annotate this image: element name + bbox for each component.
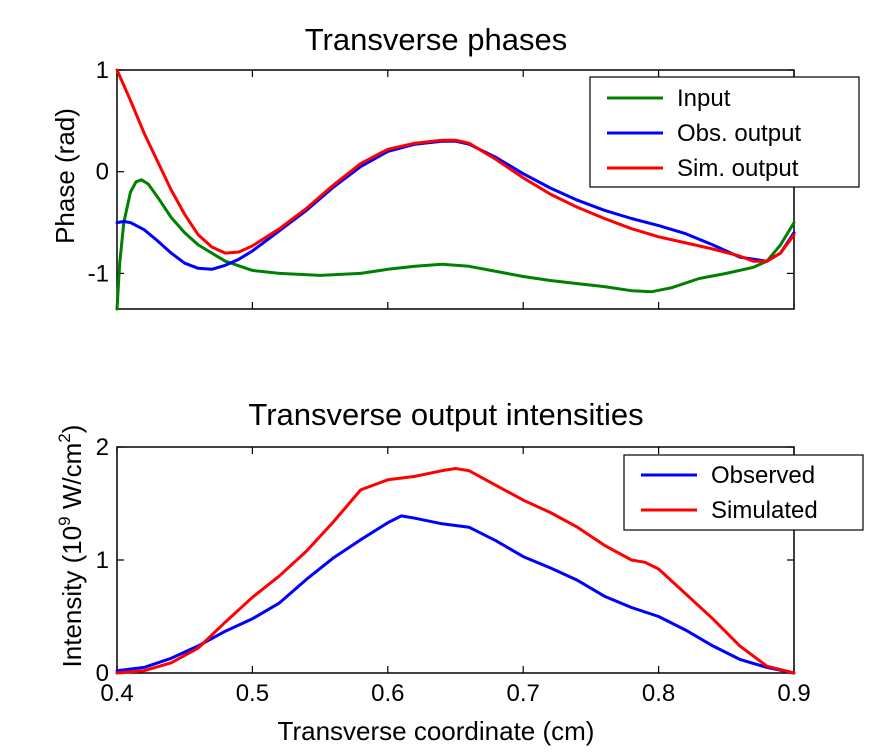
intensity-x-tick-label: 0.5	[236, 680, 269, 707]
intensity-x-tick-label: 0.9	[777, 680, 810, 707]
intensity-legend-box	[623, 454, 864, 531]
phase-chart-title: Transverse phases	[305, 22, 567, 57]
intensity-y-tick-label: 1	[96, 547, 109, 574]
phase-y-tick-label: -1	[88, 260, 109, 287]
intensity-y-tick-label: 0	[96, 660, 109, 687]
intensity-chart-title: Transverse output intensities	[248, 397, 643, 432]
phase-legend: Input Obs. output Sim. output	[589, 76, 860, 188]
intensity-legend-label: Observed	[711, 462, 815, 489]
phase-series-line-sim-output	[115, 68, 796, 263]
phase-series-line-input	[115, 178, 796, 311]
phase-series-line-obs-output	[115, 139, 796, 271]
intensity-series-line-observed	[115, 514, 796, 675]
intensity-series-line-simulated	[115, 467, 796, 675]
phase-y-tick-label: 0	[96, 159, 109, 186]
phase-y-axis-label: Phase (rad)	[50, 108, 80, 244]
intensity-x-tick-label: 0.6	[371, 680, 404, 707]
intensity-x-tick-label: 0.4	[100, 680, 133, 707]
intensity-legend: Observed Simulated	[623, 454, 864, 531]
intensity-panel: Transverse output intensities Intensity …	[55, 397, 864, 746]
phase-panel: Transverse phases Phase (rad) -1 0 1 Input…	[50, 22, 860, 311]
phase-legend-label: Obs. output	[677, 120, 801, 147]
intensity-y-axis-label: Intensity (109 W/cm2)	[55, 425, 87, 668]
intensity-x-tick-label: 0.8	[642, 680, 675, 707]
intensity-x-axis-label: Transverse coordinate (cm)	[278, 716, 595, 746]
phase-legend-label: Input	[677, 85, 731, 112]
phase-y-tick-label: 1	[96, 57, 109, 84]
phase-legend-label: Sim. output	[677, 155, 799, 182]
intensity-x-tick-label: 0.7	[507, 680, 540, 707]
intensity-y-tick-label: 2	[96, 434, 109, 461]
intensity-legend-label: Simulated	[711, 497, 818, 524]
